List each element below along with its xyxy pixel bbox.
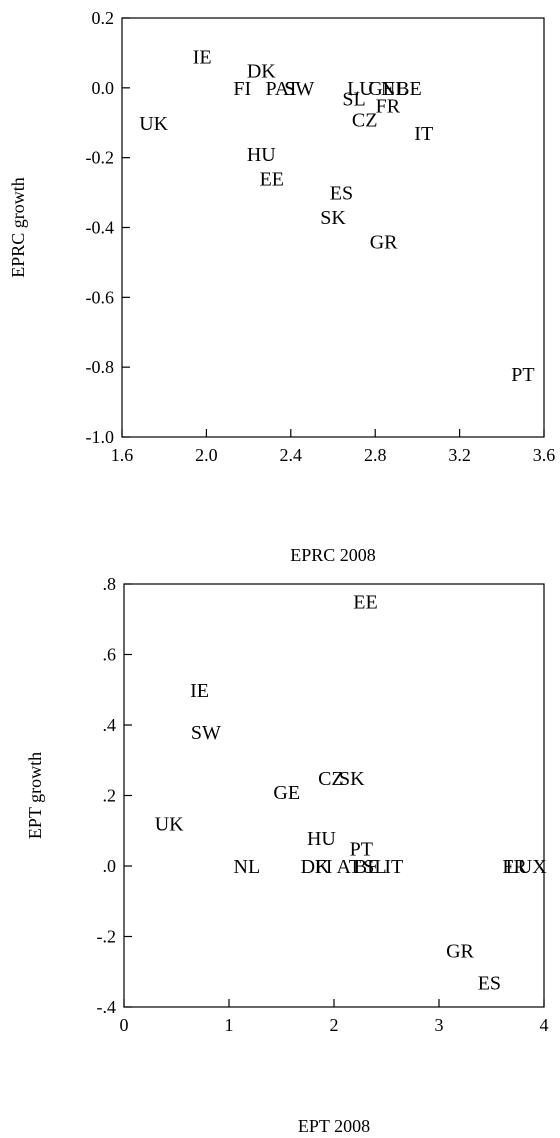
data-point-pt: PT <box>511 364 534 386</box>
x-axis-title: EPT 2008 <box>298 1116 370 1136</box>
data-point-sl: SL <box>342 88 365 110</box>
x-tick-label: 2 <box>330 1015 339 1035</box>
data-point-cz: CZ <box>318 768 344 790</box>
data-point-ge: GE <box>368 78 395 100</box>
y-tick-label: .0 <box>103 856 117 876</box>
y-tick-label: -.2 <box>97 927 117 947</box>
x-tick-label: 3.6 <box>533 445 556 465</box>
data-point-fr: FR <box>502 856 527 878</box>
data-point-sw: SW <box>191 722 221 744</box>
data-point-fi: FI <box>233 78 251 100</box>
y-axis-title: EPRC growth <box>8 177 28 278</box>
y-tick-label: 0.2 <box>92 8 115 28</box>
y-tick-label: -0.6 <box>86 287 115 307</box>
x-axis-title: EPRC 2008 <box>290 545 376 565</box>
data-point-sw: SW <box>284 78 314 100</box>
scatter-chart-eprc: 1.6 2.0 2.4 2.8 3.2 3.6 -1.0 -0.8 -0.6 -0.4 -0.2 0.… <box>8 8 556 565</box>
x-tick-label: 2.0 <box>195 445 218 465</box>
data-point-it: IT <box>414 123 433 145</box>
data-point-dk: DK <box>247 60 276 82</box>
data-point-ge: GE <box>273 782 300 804</box>
x-tick-label: 0 <box>120 1015 129 1035</box>
data-point-es: ES <box>478 972 501 994</box>
data-point-pt: PT <box>350 838 373 860</box>
data-point-ee: EE <box>260 169 284 191</box>
y-tick-label: -.4 <box>97 997 117 1017</box>
scatter-chart-ept: 0 1 2 3 4 -.4 -.2 .0 .2 .4 .6 .8 EPT 2008 EPT growth E… <box>25 574 549 1136</box>
y-tick-label: -0.4 <box>86 218 115 238</box>
x-tick-label: 3.2 <box>448 445 471 465</box>
data-point-uk: UK <box>139 113 168 135</box>
x-tick-label: 1 <box>225 1015 234 1035</box>
data-point-ee: EE <box>353 592 377 614</box>
data-point-dk: DK <box>301 856 330 878</box>
y-axis-title: EPT growth <box>25 752 45 839</box>
data-point-nl: NL <box>381 78 408 100</box>
y-tick-label: -1.0 <box>86 427 115 447</box>
data-point-cz: CZ <box>352 109 378 131</box>
data-point-ie: IE <box>193 46 212 68</box>
data-point-hu: HU <box>247 144 276 166</box>
x-tick-label: 3 <box>435 1015 444 1035</box>
x-tick-label: 1.6 <box>111 445 134 465</box>
data-point-hu: HU <box>307 828 336 850</box>
data-point-be: BE <box>396 78 422 100</box>
y-tick-label: .4 <box>103 715 117 735</box>
data-point-lu: LU <box>347 78 374 100</box>
data-point-uk: UK <box>155 814 184 836</box>
y-tick-label: .2 <box>103 786 117 806</box>
x-tick-label: 2.4 <box>280 445 303 465</box>
data-point-sk: SK <box>320 207 346 229</box>
data-point-fi: FI <box>315 856 333 878</box>
data-point-sk: SK <box>339 768 365 790</box>
x-tick-label: 2.8 <box>364 445 387 465</box>
y-tick-label: -0.2 <box>86 148 115 168</box>
x-tick-label: 4 <box>540 1015 549 1035</box>
data-point-at: AT <box>336 856 360 878</box>
data-point-be: BE <box>354 856 380 878</box>
y-tick-label: -0.8 <box>86 357 115 377</box>
data-point-pat: PAT <box>265 78 299 100</box>
data-point-gr: GR <box>370 231 398 253</box>
plot-frame <box>123 583 545 1008</box>
data-point-nl: NL <box>234 856 261 878</box>
data-point-lux: LUX <box>506 856 548 878</box>
data-point-it: IT <box>384 856 403 878</box>
data-point-ie: IE <box>190 680 209 702</box>
data-point-gr: GR <box>446 941 474 963</box>
data-point-es: ES <box>330 183 353 205</box>
data-point-fr: FR <box>376 95 401 117</box>
y-tick-label: .6 <box>103 645 117 665</box>
y-tick-label: 0.0 <box>92 78 115 98</box>
data-point-sl: SL <box>363 856 386 878</box>
y-tick-label: .8 <box>103 574 117 594</box>
